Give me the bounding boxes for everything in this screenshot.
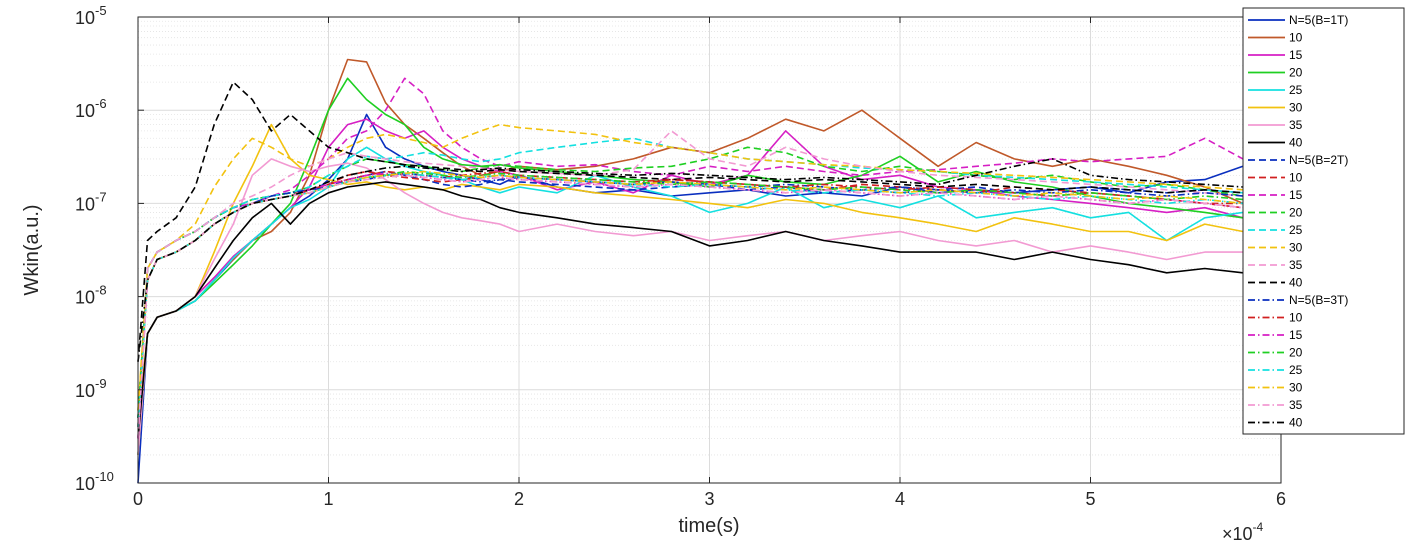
series-line-13: [137, 137, 1243, 427]
series-line-21: [137, 172, 1243, 427]
legend-label: 20: [1289, 66, 1303, 80]
legend-label: 10: [1289, 31, 1303, 45]
y-tick-label: 10-6: [75, 96, 107, 121]
series-layer: [137, 58, 1244, 484]
legend-box: [1242, 7, 1405, 435]
legend-label: 15: [1289, 328, 1303, 342]
x-axis-label: time(s): [678, 515, 739, 537]
legend-label: 40: [1289, 416, 1303, 430]
x-tick-label: 5: [1085, 489, 1095, 509]
y-axis: 10-10 10-9 10-8 10-7 10-6 10-5: [75, 3, 1281, 494]
x-axis: 0 1 2 3 4 5 6: [133, 17, 1286, 509]
y-axis-label: Wkin(a.u.): [21, 204, 43, 295]
series-line-8: [137, 181, 1243, 439]
legend-label: 40: [1289, 276, 1303, 290]
legend-label: 15: [1289, 48, 1303, 62]
series-line-11: [137, 77, 1244, 439]
x-tick-label: 0: [133, 489, 143, 509]
series-line-4: [137, 77, 1244, 455]
legend-label: N=5(B=2T): [1289, 153, 1348, 167]
legend-label: 10: [1289, 311, 1303, 325]
x-tick-label: 4: [895, 489, 905, 509]
x-tick-label: 3: [704, 489, 714, 509]
legend-label: 30: [1289, 241, 1303, 255]
legend-label: 20: [1289, 346, 1303, 360]
x-tick-label: 1: [323, 489, 333, 509]
series-line-5: [137, 146, 1244, 439]
series-line-18: [137, 170, 1243, 427]
legend-label: 30: [1289, 101, 1303, 115]
series-line-7: [137, 158, 1243, 455]
series-line-6: [137, 123, 1244, 427]
legend-label: 25: [1289, 83, 1303, 97]
y-tick-label: 10-8: [75, 283, 107, 308]
y-tick-label: 10-10: [75, 469, 114, 494]
legend-label: 30: [1289, 381, 1303, 395]
legend-label: 25: [1289, 363, 1303, 377]
x-tick-label: 2: [514, 489, 524, 509]
x-axis-multiplier: ×10-4: [1222, 520, 1264, 544]
legend-label: 20: [1289, 206, 1303, 220]
series-line-14: [137, 123, 1243, 411]
legend-label: N=5(B=3T): [1289, 293, 1348, 307]
y-tick-label: 10-7: [75, 189, 107, 214]
legend-label: 25: [1289, 223, 1303, 237]
legend-label: 15: [1289, 188, 1303, 202]
legend-label: 35: [1289, 118, 1303, 132]
legend-label: N=5(B=1T): [1289, 13, 1348, 27]
series-line-16: [137, 81, 1243, 362]
legend-label: 35: [1289, 258, 1303, 272]
y-tick-label: 10-9: [75, 376, 107, 401]
legend: N=5(B=1T) 10 15 20 25 30 35 40 N=5(B=2T) 10 15 20 25…: [1242, 7, 1405, 435]
series-line-15: [137, 130, 1243, 439]
series-line-24: [137, 158, 1243, 362]
legend-label: 40: [1289, 136, 1303, 150]
x-tick-label: 6: [1276, 489, 1286, 509]
legend-label: 10: [1289, 171, 1303, 185]
y-tick-label: 10-5: [75, 3, 107, 28]
legend-label: 35: [1289, 398, 1303, 412]
